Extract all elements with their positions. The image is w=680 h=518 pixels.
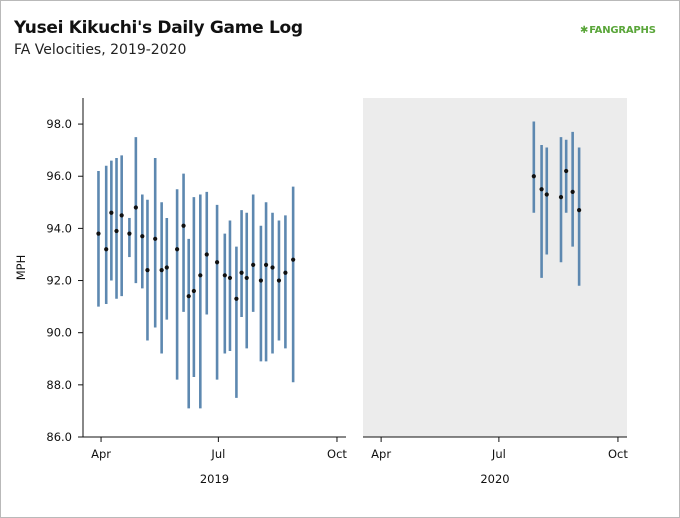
avg-velocity-point [227,275,233,281]
avg-velocity-point [214,260,220,265]
avg-velocity-point [109,210,114,215]
avg-velocity-point [544,192,549,197]
avg-velocity-point [291,257,296,262]
x-axis-label-2020: 2020 [480,472,509,486]
avg-velocity-point [283,270,288,275]
y-tick-label: 86.0 [46,430,72,444]
y-tick-label: 92.0 [46,274,72,288]
avg-velocity-point [263,262,269,267]
y-axis-label: MPH [14,255,28,281]
x-tick-label: Oct [327,447,347,461]
x-tick-label: Apr [91,447,111,461]
avg-velocity-point [104,247,109,252]
avg-velocity-point [244,275,249,281]
avg-velocity-point [539,187,544,192]
panel-background-2020 [363,98,627,437]
avg-velocity-point [114,228,119,234]
avg-velocity-point [181,223,186,228]
avg-velocity-point [258,278,264,283]
chart-title: Yusei Kikuchi's Daily Game Log [14,18,303,38]
avg-velocity-point [140,234,145,239]
avg-velocity-point [164,265,169,270]
avg-velocity-point [127,231,132,236]
avg-velocity-point [145,268,150,273]
avg-velocity-point [234,296,239,301]
x-tick-label: Jul [210,447,225,461]
avg-velocity-point [198,273,203,278]
y-tick-label: 94.0 [46,221,72,235]
avg-velocity-point [270,265,275,270]
x-tick-label: Oct [608,447,628,461]
y-tick-label: 98.0 [46,117,72,131]
avg-velocity-point [239,270,244,275]
avg-velocity-point [96,231,101,236]
avg-velocity-point [133,205,138,210]
x-tick-label: Apr [371,447,391,461]
avg-velocity-point [191,288,196,294]
avg-velocity-point [204,252,209,257]
y-tick-label: 90.0 [46,326,72,340]
fangraphs-logo: ✱FANGRAPHS [580,25,656,36]
avg-velocity-point [175,247,180,252]
avg-velocity-point [119,213,124,218]
y-tick-label: 96.0 [46,169,72,183]
x-tick-label: Jul [491,447,506,461]
avg-velocity-point [186,294,191,299]
avg-velocity-point [531,174,536,179]
avg-velocity-point [558,194,564,200]
avg-velocity-point [153,236,158,241]
fangraphs-logo-icon: ✱ [580,25,589,36]
chart-subtitle: FA Velocities, 2019-2020 [14,42,187,58]
avg-velocity-point [570,189,575,194]
avg-velocity-point [251,262,256,267]
y-tick-label: 88.0 [46,378,72,392]
avg-velocity-point [222,273,227,278]
x-axis-label-2019: 2019 [200,472,229,486]
avg-velocity-point [564,168,569,174]
avg-velocity-point [577,208,582,213]
fangraphs-logo-text: FANGRAPHS [589,25,656,36]
avg-velocity-point [159,268,164,273]
avg-velocity-point [276,278,282,283]
